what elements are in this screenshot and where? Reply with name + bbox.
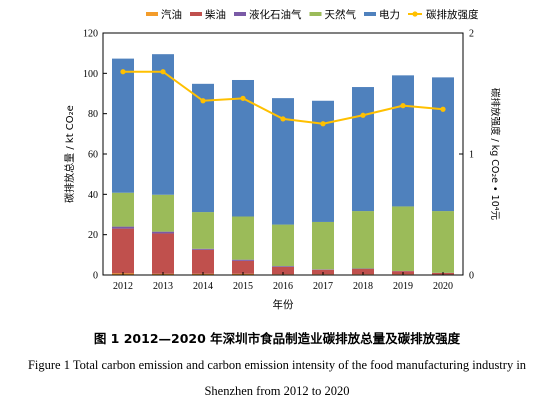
left-tick-label-0: 0 <box>93 271 98 282</box>
bar-1-2016 <box>272 266 294 275</box>
bar-4-2014 <box>192 83 214 213</box>
bar-2-2014 <box>192 248 214 250</box>
bar-4-2012 <box>112 58 134 193</box>
bar-3-2018 <box>352 211 374 269</box>
bar-1-2012 <box>112 228 134 274</box>
intensity-line-layer <box>120 69 446 127</box>
figure-caption-english: Figure 1 Total carbon emission and carbo… <box>27 358 527 398</box>
left-tick-label-120: 120 <box>83 29 98 40</box>
bar-3-2014 <box>192 212 214 249</box>
intensity-point-2019 <box>400 103 406 109</box>
x-axis-label: 年份 <box>273 298 294 311</box>
bar-4-2016 <box>272 98 294 225</box>
bar-2-2016 <box>272 266 294 267</box>
x-tick-label-2015: 2015 <box>233 281 253 292</box>
legend-swatch-1 <box>190 12 202 16</box>
right-axis-label: 碳排放强度 / kg CO₂e • 10⁴元 <box>489 88 501 221</box>
bar-2-2012 <box>112 226 134 229</box>
right-tick-label-0: 0 <box>469 271 474 282</box>
bar-3-2015 <box>232 216 254 260</box>
x-tick-label-2012: 2012 <box>113 281 133 292</box>
legend-label-3: 天然气 <box>325 8 357 21</box>
left-tick-label-80: 80 <box>88 109 98 120</box>
bar-1-2013 <box>152 233 174 274</box>
bar-1-2017 <box>312 269 334 275</box>
bar-3-2019 <box>392 206 414 271</box>
bar-4-2019 <box>392 75 414 207</box>
bar-1-2018 <box>352 268 374 275</box>
x-tick-label-2017: 2017 <box>313 281 333 292</box>
legend-label-1: 柴油 <box>205 8 226 21</box>
bar-3-2017 <box>312 221 334 270</box>
legend-label-4: 电力 <box>379 8 400 21</box>
legend-label-2: 液化石油气 <box>249 8 302 21</box>
intensity-point-2015 <box>240 95 246 101</box>
bar-4-2015 <box>232 79 254 217</box>
left-tick-label-60: 60 <box>88 150 98 161</box>
bar-3-2013 <box>152 194 174 232</box>
intensity-point-2020 <box>440 106 446 112</box>
bar-3-2012 <box>112 192 134 227</box>
bar-4-2013 <box>152 54 174 195</box>
bar-4-2017 <box>312 100 334 222</box>
right-tick-label-1: 1 <box>469 150 474 161</box>
legend-line-marker <box>412 11 418 17</box>
x-tick-label-2016: 2016 <box>273 281 293 292</box>
stacked-bar-line-chart: 汽油 柴油 液化石油气 天然气 电力 碳排放强度 0 20 40 60 80 100 120 0 1 2 20… <box>63 8 501 312</box>
bar-1-2015 <box>232 260 254 274</box>
axes: 0 20 40 60 80 100 120 0 1 2 2012 2013 2014 2015 2016 20… <box>63 29 501 312</box>
intensity-point-2012 <box>120 69 126 75</box>
legend-label-line: 碳排放强度 <box>426 8 479 21</box>
left-axis-label: 碳排放总量 / kt CO₂e <box>63 105 76 203</box>
legend-swatch-0 <box>146 12 158 16</box>
intensity-point-2014 <box>200 98 206 104</box>
intensity-point-2013 <box>160 69 166 75</box>
left-tick-label-40: 40 <box>88 190 98 201</box>
bar-1-2014 <box>192 249 214 274</box>
legend-swatch-4 <box>364 12 376 16</box>
legend-swatch-2 <box>234 12 246 16</box>
intensity-point-2017 <box>320 121 326 127</box>
x-tick-label-2020: 2020 <box>433 281 453 292</box>
bars <box>112 54 454 275</box>
left-tick-label-20: 20 <box>88 230 98 241</box>
legend: 汽油 柴油 液化石油气 天然气 电力 碳排放强度 <box>146 8 479 21</box>
bar-2-2013 <box>152 231 174 234</box>
x-tick-label-2013: 2013 <box>153 281 173 292</box>
legend-swatch-3 <box>309 12 322 16</box>
intensity-point-2018 <box>360 112 366 118</box>
bar-2-2015 <box>232 259 254 261</box>
bar-4-2018 <box>352 87 374 212</box>
legend-label-0: 汽油 <box>161 8 182 21</box>
bar-3-2020 <box>432 211 454 273</box>
intensity-point-2016 <box>280 116 286 122</box>
bar-4-2020 <box>432 77 454 212</box>
bar-3-2016 <box>272 224 294 267</box>
right-tick-label-2: 2 <box>469 29 474 40</box>
left-tick-label-100: 100 <box>83 69 98 80</box>
x-tick-label-2018: 2018 <box>353 281 373 292</box>
figure-caption-chinese: 图 1 2012—2020 年深圳市食品制造业碳排放总量及碳排放强度 <box>93 331 461 346</box>
x-tick-label-2014: 2014 <box>193 281 213 292</box>
x-tick-label-2019: 2019 <box>393 281 413 292</box>
